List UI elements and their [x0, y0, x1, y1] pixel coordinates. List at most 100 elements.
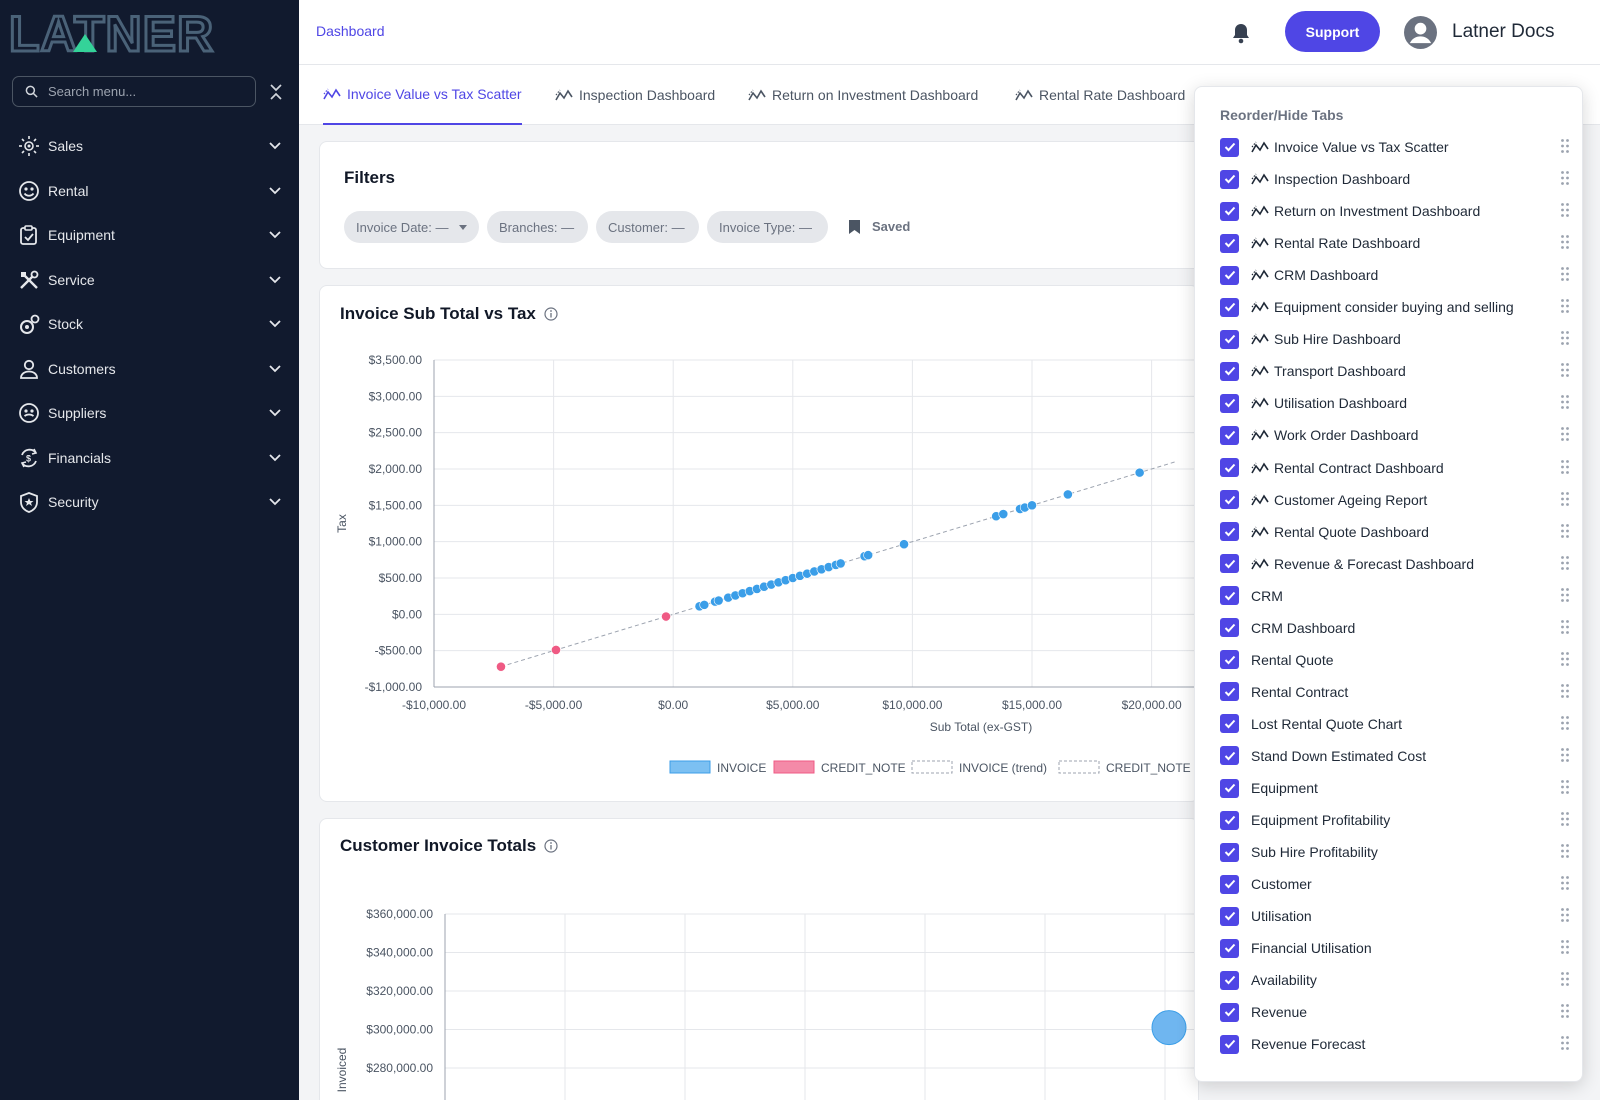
sidebar-item-equipment[interactable]: Equipment [0, 213, 299, 258]
tab-visibility-checkbox[interactable] [1220, 554, 1239, 574]
tab-visibility-checkbox[interactable] [1220, 169, 1239, 189]
sidebar-item-financials[interactable]: $ Financials [0, 436, 299, 481]
tab-visibility-checkbox[interactable] [1220, 265, 1239, 285]
drag-handle-icon[interactable] [1560, 491, 1570, 507]
tab-invoice-value-vs-tax-scatter[interactable]: Invoice Value vs Tax Scatter [323, 65, 522, 125]
filter-chip-invoice-type[interactable]: Invoice Type: — [707, 211, 828, 243]
tab-visibility-checkbox[interactable] [1220, 714, 1239, 734]
dashboard-icon-wrap [1251, 494, 1269, 506]
chevron-down-icon [269, 409, 281, 417]
support-button[interactable]: Support [1285, 11, 1380, 52]
saved-filters-button[interactable]: Saved [849, 219, 910, 234]
drag-handle-icon[interactable] [1560, 138, 1570, 154]
drag-handle-icon[interactable] [1560, 747, 1570, 763]
drag-handle-icon[interactable] [1560, 715, 1570, 731]
legend-label: CREDIT_NOTE ( [1106, 761, 1198, 775]
tab-visibility-checkbox[interactable] [1220, 297, 1239, 317]
drag-handle-icon[interactable] [1560, 1035, 1570, 1051]
drag-handle-icon[interactable] [1560, 234, 1570, 250]
sidebar-item-security[interactable]: Security [0, 480, 299, 525]
sidebar-item-suppliers[interactable]: Suppliers [0, 391, 299, 436]
tab-visibility-checkbox[interactable] [1220, 522, 1239, 542]
tab-rental-rate-dashboard[interactable]: Rental Rate Dashboard [1015, 65, 1185, 125]
drag-handle-icon[interactable] [1560, 362, 1570, 378]
avatar-icon[interactable] [1404, 16, 1437, 49]
sidebar-item-service[interactable]: Service [0, 258, 299, 303]
sidebar-item-stock[interactable]: Stock [0, 302, 299, 347]
drag-handle-icon[interactable] [1560, 651, 1570, 667]
check-icon [1224, 399, 1235, 408]
filter-chip-invoice-date[interactable]: Invoice Date: — [344, 211, 479, 243]
dashboard-icon-wrap [1251, 333, 1269, 345]
drag-handle-icon[interactable] [1560, 811, 1570, 827]
bell-icon[interactable] [1231, 22, 1251, 44]
breadcrumb[interactable]: Dashboard [316, 23, 385, 39]
y-tick-label: $340,000.00 [366, 946, 433, 960]
tab-visibility-checkbox[interactable] [1220, 874, 1239, 894]
tab-visibility-checkbox[interactable] [1220, 1002, 1239, 1022]
collapse-sidebar-icon[interactable] [268, 82, 284, 102]
tab-visibility-checkbox[interactable] [1220, 650, 1239, 670]
tab-visibility-checkbox[interactable] [1220, 970, 1239, 990]
drag-handle-icon[interactable] [1560, 875, 1570, 891]
tab-visibility-checkbox[interactable] [1220, 1034, 1239, 1054]
sidebar-item-rental[interactable]: Rental [0, 169, 299, 214]
tab-visibility-checkbox[interactable] [1220, 490, 1239, 510]
y-tick-label: $300,000.00 [366, 1023, 433, 1037]
drag-handle-icon[interactable] [1560, 683, 1570, 699]
sidebar-item-sales[interactable]: Sales [0, 124, 299, 169]
tab-visibility-checkbox[interactable] [1220, 586, 1239, 606]
tab-visibility-checkbox[interactable] [1220, 425, 1239, 445]
tab-visibility-checkbox[interactable] [1220, 329, 1239, 349]
tab-label: Inspection Dashboard [579, 87, 716, 103]
tab-visibility-checkbox[interactable] [1220, 458, 1239, 477]
drag-handle-icon[interactable] [1560, 170, 1570, 186]
tab-visibility-checkbox[interactable] [1220, 746, 1239, 766]
drag-handle-icon[interactable] [1560, 587, 1570, 603]
drag-handle-icon[interactable] [1560, 459, 1570, 475]
tab-visibility-checkbox[interactable] [1220, 137, 1239, 157]
info-icon[interactable] [544, 307, 558, 321]
tab-visibility-checkbox[interactable] [1220, 201, 1239, 221]
drag-handle-icon[interactable] [1560, 619, 1570, 635]
drag-handle-icon[interactable] [1560, 971, 1570, 987]
dashboard-icon-wrap [1251, 141, 1269, 153]
filter-chip-customer[interactable]: Customer: — [596, 211, 699, 243]
drag-handle-icon[interactable] [1560, 907, 1570, 923]
drag-handle-icon[interactable] [1560, 330, 1570, 346]
tab-visibility-checkbox[interactable] [1220, 842, 1239, 862]
tab-visibility-checkbox[interactable] [1220, 938, 1239, 958]
search-input[interactable] [48, 84, 238, 99]
tab-return-on-investment-dashboard[interactable]: Return on Investment Dashboard [748, 65, 978, 125]
info-icon[interactable] [544, 839, 558, 853]
drag-handle-icon[interactable] [1560, 939, 1570, 955]
tab-visibility-checkbox[interactable] [1220, 778, 1239, 798]
drag-handle-icon[interactable] [1560, 394, 1570, 410]
check-icon [1224, 783, 1235, 793]
drag-handle-icon[interactable] [1560, 202, 1570, 218]
sidebar-item-label: Suppliers [48, 405, 107, 422]
tab-visibility-checkbox[interactable] [1220, 233, 1239, 253]
drag-handle-icon[interactable] [1560, 555, 1570, 571]
drag-handle-icon[interactable] [1560, 779, 1570, 795]
drag-handle-icon[interactable] [1560, 266, 1570, 282]
drag-handle-icon[interactable] [1560, 523, 1570, 539]
tab-inspection-dashboard[interactable]: Inspection Dashboard [555, 65, 715, 125]
user-name[interactable]: Latner Docs [1452, 21, 1555, 42]
tab-visibility-checkbox[interactable] [1220, 618, 1239, 638]
latner-logo[interactable]: LATNER [9, 8, 279, 56]
drag-handle-icon[interactable] [1560, 1003, 1570, 1019]
search-box[interactable] [12, 76, 256, 107]
tab-visibility-row: Revenue & Forecast Dashboard [1220, 551, 1570, 577]
tab-visibility-checkbox[interactable] [1220, 682, 1239, 702]
drag-handle-icon[interactable] [1560, 298, 1570, 314]
tab-visibility-checkbox[interactable] [1220, 361, 1239, 381]
filter-chip-branches[interactable]: Branches: — [487, 211, 588, 243]
tab-visibility-checkbox[interactable] [1220, 393, 1239, 413]
tab-visibility-checkbox[interactable] [1220, 810, 1239, 830]
sidebar-item-customers[interactable]: Customers [0, 347, 299, 392]
tab-visibility-checkbox[interactable] [1220, 906, 1239, 926]
drag-handle-icon[interactable] [1560, 426, 1570, 442]
legend-swatch [1058, 760, 1100, 774]
drag-handle-icon[interactable] [1560, 843, 1570, 859]
